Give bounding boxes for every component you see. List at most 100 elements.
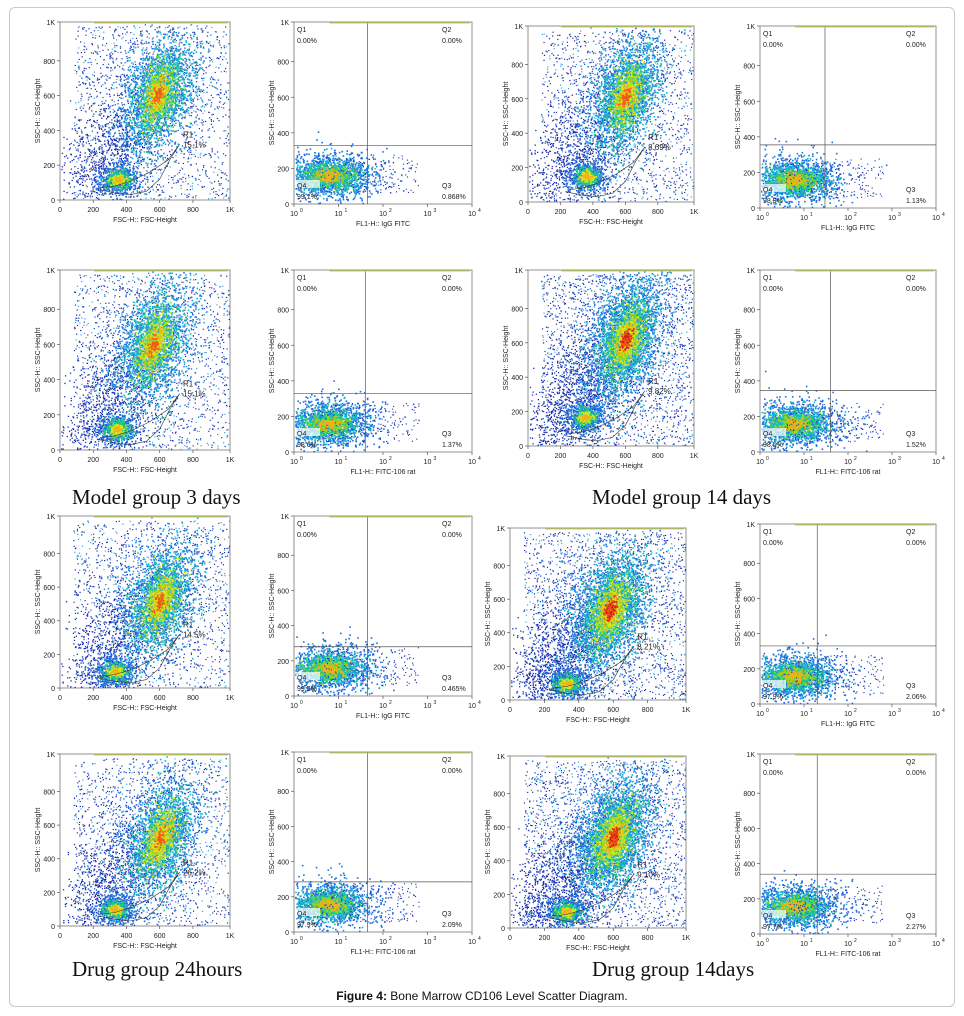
quadrant-q4-percent: 98.5% [763,442,783,449]
x-tick-exponent: 3 [434,700,437,706]
y-tick-label: 200 [743,414,755,421]
quadrant-q3-name: Q3 [442,675,451,682]
quadrant-q2-percent: 0.00% [442,768,462,775]
y-tick-label: 200 [277,895,289,902]
x-tick-label: 10 [800,215,808,222]
x-tick-label: 400 [121,207,133,214]
x-tick-exponent: 3 [434,936,437,942]
x-tick-exponent: 4 [478,208,481,214]
quadrant-q1-percent: 0.00% [297,38,317,45]
x-tick-exponent: 3 [434,208,437,214]
x-tick-label: 400 [573,935,585,942]
y-tick-label: 200 [43,652,55,659]
x-tick-label: 400 [587,453,599,460]
x-tick-exponent: 1 [345,700,348,706]
x-tick-label: 800 [187,933,199,940]
y-tick-label: 0 [51,448,55,455]
quadrant-q4-percent: 97.9% [297,922,317,929]
y-tick-label: 800 [277,553,289,560]
y-tick-label: 0 [519,200,523,207]
y-tick-label: 400 [743,135,755,142]
y-tick-label: 0 [519,444,523,451]
quadrant-q4-name: Q4 [297,183,306,190]
gate-percent-label: 15.1% [183,390,206,399]
y-tick-label: 0 [51,924,55,931]
y-tick-label: 800 [43,551,55,558]
y-axis-label: SSC-H:: SSC-Height [503,326,510,391]
y-axis-label: SSC-H:: SSC-Height [735,582,742,647]
x-tick-label: 400 [587,209,599,216]
scatter-plot-14: Q1 0.00% Q2 0.00% Q3 2.09% Q4 97.9% 0 200 400 600 80… [262,748,480,962]
y-tick-label: 600 [743,343,755,350]
x-axis-label: FSC-H:: FSC-Height [113,467,177,474]
x-tick-label: 200 [555,453,567,460]
y-tick-label: 1K [496,754,505,761]
quadrant-q1-percent: 0.00% [297,532,317,539]
y-tick-label: 0 [501,698,505,705]
quadrant-q3-percent: 2.09% [442,922,462,929]
scatter-plot-2: Q1 0.00% Q2 0.00% Q3 0.868% Q4 99.1% 0 200 400 600 8… [262,18,480,234]
quadrant-q4-name: Q4 [763,187,772,194]
scatter-plot-1: R1 15.1% 0 200 400 600 800 1K 0 200 400 600 800 1K FSC… [28,18,238,230]
y-tick-label: 800 [743,791,755,798]
gate-percent-label: 15.1% [183,140,206,149]
y-axis-label: SSC-H:: SSC-Height [735,85,742,150]
scatter-plot-6: Q1 0.00% Q2 0.00% Q3 1.37% Q4 98.6% 0 200 400 600 80… [262,266,480,482]
x-axis-label: FL1-H:: IgG FITC [356,713,410,720]
x-tick-exponent: 0 [766,456,769,462]
y-tick-label: 0 [285,930,289,937]
x-tick-label: 10 [379,703,387,710]
scatter-plot-12: Q1 0.00% Q2 0.00% Q3 2.06% Q4 97.9% 0 200 400 600 80… [728,520,944,734]
x-tick-label: 0 [508,935,512,942]
x-tick-label: 1K [226,207,235,214]
quadrant-q2-percent: 0.00% [442,38,462,45]
x-tick-label: 10 [424,703,432,710]
y-tick-label: 1K [746,522,755,529]
y-tick-label: 1K [46,514,55,521]
gate-name-label: R1 [637,632,648,641]
y-tick-label: 200 [511,410,523,417]
gate-name-label: R1 [648,133,659,142]
x-tick-label: 600 [154,695,166,702]
quadrant-q3-percent: 2.06% [906,694,926,701]
quadrant-q2-name: Q2 [906,275,915,282]
y-axis-label: SSC-H:: SSC-Height [269,81,276,146]
quadrant-q2-name: Q2 [442,521,451,528]
x-tick-exponent: 2 [854,212,857,218]
x-tick-label: 800 [187,695,199,702]
x-tick-exponent: 1 [345,456,348,462]
x-tick-label: 200 [87,207,99,214]
x-tick-label: 400 [573,707,585,714]
gate-name-label: R1 [183,130,194,139]
y-tick-label: 200 [43,163,55,170]
x-tick-exponent: 2 [389,208,392,214]
x-tick-label: 800 [187,457,199,464]
quadrant-q1-name: Q1 [763,759,772,766]
quadrant-q1-percent: 0.00% [763,540,783,547]
x-tick-label: 600 [620,453,632,460]
y-axis-label: SSC-H:: SSC-Height [35,79,42,144]
y-tick-label: 0 [285,450,289,457]
scatter-plot-4: Q1 0.00% Q2 0.00% Q3 1.13% Q4 98.9% 0 200 400 600 80… [728,22,944,238]
quadrant-q2-percent: 0.00% [906,540,926,547]
x-tick-label: 10 [335,459,343,466]
y-tick-label: 1K [280,20,289,27]
x-tick-label: 1K [226,695,235,702]
x-tick-exponent: 4 [942,708,945,714]
y-tick-label: 200 [43,890,55,897]
x-tick-label: 10 [468,459,476,466]
y-tick-label: 200 [511,166,523,173]
y-tick-label: 400 [743,632,755,639]
y-tick-label: 600 [743,826,755,833]
x-tick-label: 800 [642,935,654,942]
group-label-drug-14-days: Drug group 14days [592,957,754,982]
x-tick-exponent: 0 [766,212,769,218]
x-axis-label: FSC-H:: FSC-Height [566,717,630,724]
y-tick-label: 400 [277,860,289,867]
x-tick-label: 10 [888,941,896,948]
x-tick-label: 1K [226,933,235,940]
x-tick-label: 600 [620,209,632,216]
y-tick-label: 1K [46,268,55,275]
x-tick-exponent: 2 [389,456,392,462]
scatter-plot-15: R1 9.10% 0 200 400 600 800 1K 0 200 400 600 800 1K FSC… [478,752,694,958]
